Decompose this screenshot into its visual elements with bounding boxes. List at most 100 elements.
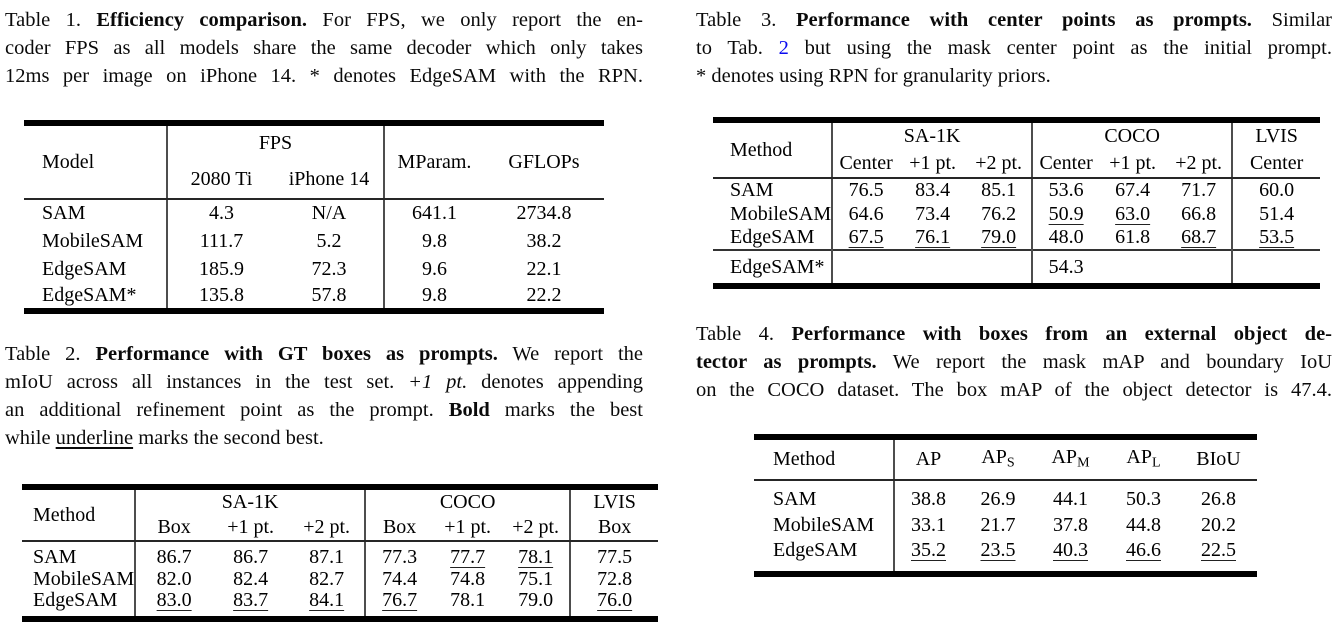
value-cell: 44.8 — [1126, 513, 1161, 536]
value-cell: 5.2 — [316, 229, 342, 252]
column-header: +1 pt. — [433, 514, 503, 542]
method-cell: MobileSAM — [33, 567, 135, 590]
value-cell: 641.1 — [383, 199, 484, 227]
value-cell: 23.5 — [980, 539, 1016, 561]
column-header: Center — [1231, 149, 1321, 179]
column-header: GFLOPs — [484, 123, 604, 200]
value-cell: 64.6 — [831, 202, 900, 226]
column-header: MParam. — [383, 123, 484, 200]
method-cell: EdgeSAM — [730, 226, 815, 248]
method-cell: EdgeSAM* — [42, 284, 137, 306]
value-cell: 21.7 — [980, 513, 1016, 536]
value-cell: 26.8 — [1201, 488, 1236, 510]
caption-line: Table 1. Efficiency comparison. For FPS,… — [5, 6, 643, 34]
value-cell: 82.0 — [134, 568, 213, 590]
table-row: SAM 76.5 83.4 85.1 53.6 67.4 71.7 60.0 — [713, 178, 1321, 202]
table3-container: Method SA-1K COCO LVIS Center +1 pt. +2 pt. Cen… — [713, 117, 1321, 289]
value-cell: 48.0 — [1031, 226, 1100, 250]
method-cell: EdgeSAM — [33, 589, 118, 611]
caption-line: an additional refinement point as the pr… — [5, 396, 643, 424]
column-header-method: Method — [713, 120, 833, 179]
method-cell: SAM — [33, 546, 77, 568]
caption-text: Table 3. — [696, 9, 797, 31]
value-cell: 78.1 — [450, 589, 486, 611]
value-cell: 76.7 — [364, 590, 434, 619]
value-cell: 76.5 — [831, 178, 900, 202]
value-cell: 68.7 — [1181, 226, 1217, 248]
value-cell: 78.1 — [518, 546, 554, 568]
table-row: MobileSAM 82.0 82.4 82.7 74.4 74.8 75.1 72.8 — [22, 567, 659, 590]
efficiency-comparison-table: Model FPS MParam. GFLOPs 2080 Ti iPhone 14 SAM… — [24, 120, 604, 314]
value-cell: 53.6 — [1031, 178, 1100, 202]
caption-bold-text: Performance with boxes from an external … — [791, 323, 1332, 345]
column-header: Center — [831, 149, 900, 179]
value-cell: 22.5 — [1201, 539, 1236, 561]
caption-text: an additional refinement point as the pr… — [5, 399, 449, 421]
value-cell: 73.4 — [915, 202, 951, 225]
value-cell — [1099, 249, 1167, 286]
caption-line: Table 4. Performance with boxes from an … — [696, 320, 1332, 348]
caption-line: mIoU across all instances in the test se… — [5, 368, 643, 396]
caption-line: while underline marks the second best. — [5, 424, 643, 452]
value-cell: 38.8 — [893, 480, 962, 510]
caption-bold-text: tector as prompts. — [696, 351, 877, 373]
table2-container: Method SA-1K COCO LVIS Box +1 pt. +2 pt. Box +1 … — [22, 484, 659, 622]
value-cell: 22.1 — [526, 257, 562, 280]
caption-text: on the COCO dataset. The box mAP of the … — [696, 379, 1332, 401]
caption-text: denotes appending — [467, 371, 644, 393]
value-cell — [899, 249, 967, 286]
value-cell: 9.6 — [383, 255, 484, 283]
column-header: +1 pt. — [212, 514, 290, 542]
caption-line: Table 3. Performance with center points … — [696, 6, 1332, 34]
value-cell: 66.8 — [1181, 202, 1217, 225]
value-cell: 50.3 — [1126, 488, 1161, 510]
value-cell: 77.5 — [569, 541, 659, 568]
method-cell: MobileSAM — [730, 202, 832, 225]
table4-caption: Table 4. Performance with boxes from an … — [696, 320, 1332, 404]
value-cell: 75.1 — [518, 567, 554, 590]
value-cell: 86.7 — [134, 541, 213, 568]
caption-text: Table 1. — [5, 9, 97, 31]
table-row: EdgeSAM 35.2 23.5 40.3 46.6 22.5 — [754, 540, 1257, 574]
value-cell — [1231, 249, 1321, 286]
table-row: MobileSAM 64.6 73.4 76.2 50.9 63.0 66.8 51.4 — [713, 202, 1321, 226]
table-row: EdgeSAM 67.5 76.1 79.0 48.0 61.8 68.7 53.5 — [713, 226, 1321, 250]
caption-text: For FPS, we only report the en- — [307, 9, 644, 31]
column-header: +1 pt. — [899, 149, 967, 179]
caption-text: marks the best — [489, 399, 643, 421]
table-row: SAM 4.3 N/A 641.1 2734.8 — [24, 199, 604, 227]
value-cell: 79.0 — [981, 226, 1017, 248]
value-cell: 85.1 — [981, 179, 1017, 201]
group-header: FPS — [166, 123, 384, 161]
caption-text: coder FPS as all models share the same d… — [5, 37, 643, 59]
value-cell: 185.9 — [166, 255, 275, 283]
table-row: EdgeSAM* 54.3 — [713, 249, 1321, 286]
value-cell: 22.2 — [526, 284, 562, 306]
value-cell: 60.0 — [1231, 178, 1321, 202]
method-cell: MobileSAM — [773, 513, 875, 536]
caption-text: Table 2. — [5, 343, 96, 365]
method-cell: MobileSAM — [42, 229, 144, 252]
value-cell: 63.0 — [1115, 202, 1151, 225]
method-cell: SAM — [773, 488, 817, 510]
column-header: iPhone 14 — [275, 161, 384, 200]
caption-text: mIoU across all instances in the test se… — [5, 371, 409, 393]
column-header: 2080 Ti — [166, 161, 275, 200]
value-cell: 74.4 — [364, 568, 434, 590]
value-cell: 67.5 — [831, 226, 900, 250]
value-cell: 76.0 — [569, 590, 659, 619]
value-cell: 74.8 — [450, 567, 486, 590]
method-cell: EdgeSAM — [42, 257, 127, 280]
group-header: LVIS — [1231, 120, 1321, 149]
caption-text: Similar — [1251, 9, 1332, 31]
column-header: +2 pt. — [289, 514, 366, 542]
value-cell: 51.4 — [1231, 202, 1321, 226]
caption-line: coder FPS as all models share the same d… — [5, 34, 643, 62]
column-header: Box — [134, 514, 213, 542]
value-cell — [966, 249, 1033, 286]
value-cell: 61.8 — [1115, 226, 1151, 248]
table-2-ref-link[interactable]: 2 — [778, 37, 789, 59]
caption-text: to Tab. — [696, 37, 779, 59]
value-cell: 26.9 — [980, 488, 1016, 510]
